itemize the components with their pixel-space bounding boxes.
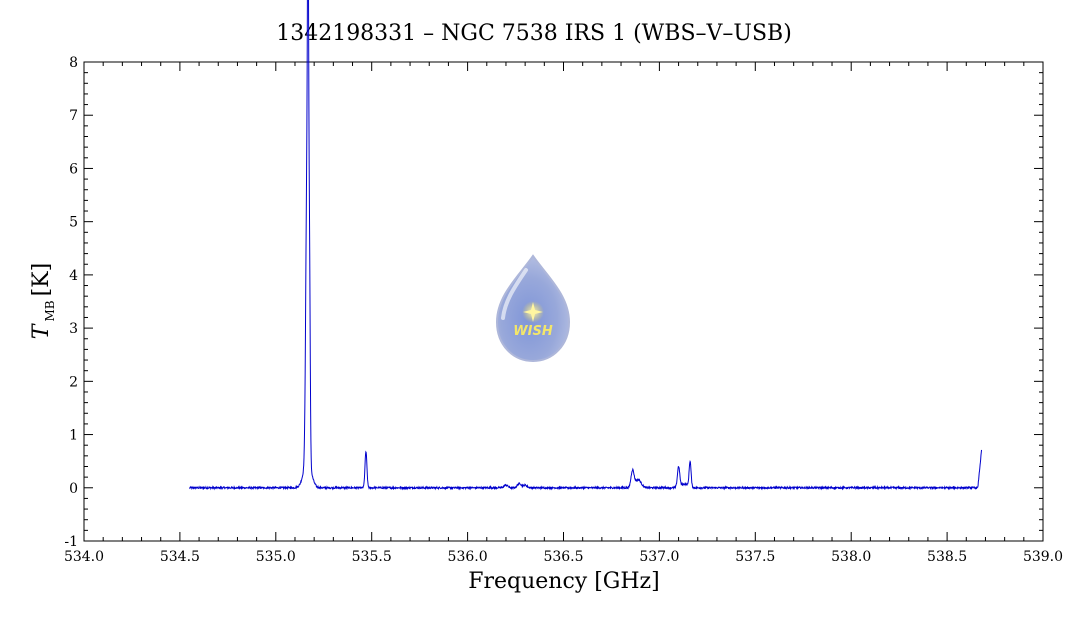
x-tick-label: 534.0 (64, 549, 104, 565)
x-tick-label: 535.5 (352, 549, 392, 565)
svg-text:TMB[K]: TMB [K] (29, 263, 57, 339)
y-tick-label: -1 (64, 534, 78, 550)
y-tick-label: 4 (69, 268, 78, 284)
x-tick-label: 538.5 (927, 549, 967, 565)
x-tick-label: 536.0 (448, 549, 488, 565)
x-tick-label: 537.0 (639, 549, 679, 565)
y-axis-label-unit: [K] (29, 263, 54, 297)
x-tick-label: 535.0 (256, 549, 296, 565)
x-tick-label: 536.5 (543, 549, 583, 565)
y-tick-label: 1 (69, 428, 78, 444)
y-axis-label: TMB [K] (29, 263, 57, 339)
y-tick-label: 6 (69, 161, 78, 177)
y-tick-label: 2 (69, 374, 78, 390)
y-tick-label: 7 (69, 108, 78, 124)
x-tick-label: 534.5 (160, 549, 200, 565)
y-tick-label: 0 (69, 481, 78, 497)
x-tick-label: 539.0 (1023, 549, 1063, 565)
y-tick-label: 5 (69, 215, 78, 231)
chart-title: 1342198331 – NGC 7538 IRS 1 (WBS–V–USB) (276, 21, 792, 46)
x-tick-label: 538.0 (831, 549, 871, 565)
x-tick-label: 537.5 (735, 549, 775, 565)
y-axis-label-symbol: T (29, 322, 54, 339)
wish-logo-text: WISH (513, 324, 553, 339)
y-axis-label-subscript: MB (43, 300, 57, 321)
y-tick-label: 8 (69, 55, 78, 71)
y-tick-label: 3 (69, 321, 78, 337)
x-axis-label: Frequency [GHz] (468, 569, 660, 594)
wish-logo: WISH (495, 254, 571, 363)
spectrum-series-line (189, 0, 983, 491)
